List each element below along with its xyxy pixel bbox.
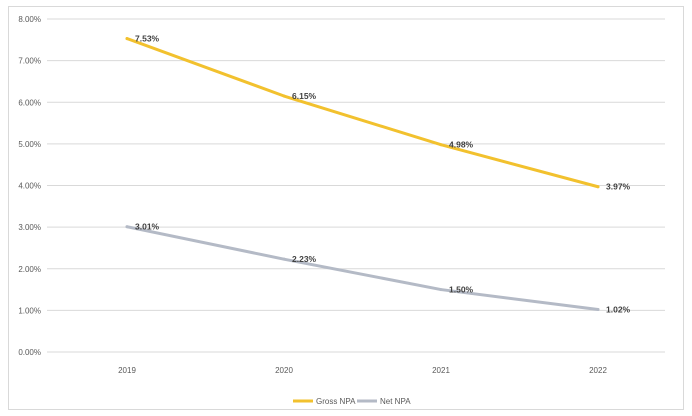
x-axis-ticks: 2019 2020 2021 2022 <box>118 366 607 375</box>
gross-npa-point <box>125 37 129 41</box>
chart-area <box>8 6 684 410</box>
net-npa-point <box>596 308 600 312</box>
gross-npa-line <box>125 37 600 189</box>
net-npa-line <box>125 225 600 312</box>
y-tick-label: 4.00% <box>18 182 41 191</box>
net-npa-data-label: 1.02% <box>606 305 631 315</box>
series-lines <box>125 37 600 312</box>
gross-npa-point <box>439 143 443 147</box>
net-npa-point <box>125 225 129 229</box>
y-axis-ticks: 0.00% 1.00% 2.00% 3.00% 4.00% 5.00% 6.00% 7.00%… <box>18 15 41 357</box>
y-tick-label: 7.00% <box>18 57 41 66</box>
gross-npa-data-label: 7.53% <box>135 34 160 44</box>
y-tick-label: 0.00% <box>18 348 41 357</box>
data-labels: 7.53% 6.15% 4.98% 3.97% 3.01% 2.23% 1.50% 1.02% <box>135 34 631 315</box>
gross-npa-point <box>596 185 600 189</box>
gross-npa-data-label: 4.98% <box>449 140 474 150</box>
y-tick-label: 2.00% <box>18 265 41 274</box>
gross-npa-point <box>282 94 286 98</box>
x-tick-label: 2022 <box>589 366 607 375</box>
y-tick-label: 6.00% <box>18 98 41 107</box>
y-tick-label: 8.00% <box>18 15 41 24</box>
x-tick-label: 2019 <box>118 366 136 375</box>
net-npa-point <box>439 288 443 292</box>
y-tick-label: 3.00% <box>18 223 41 232</box>
gross-npa-data-label: 3.97% <box>606 182 631 192</box>
net-npa-data-label: 2.23% <box>292 254 317 264</box>
net-npa-data-label: 1.50% <box>449 285 474 295</box>
x-tick-label: 2020 <box>275 366 293 375</box>
gross-npa-data-label: 6.15% <box>292 91 317 101</box>
net-npa-data-label: 3.01% <box>135 222 160 232</box>
net-npa-legend-label: Net NPA <box>380 397 411 406</box>
gridlines <box>47 18 665 353</box>
y-tick-label: 1.00% <box>18 306 41 315</box>
legend: Gross NPA Net NPA <box>293 397 411 406</box>
x-tick-label: 2021 <box>432 366 450 375</box>
y-tick-label: 5.00% <box>18 140 41 149</box>
net-npa-point <box>282 257 286 261</box>
gross-npa-legend-label: Gross NPA <box>316 397 356 406</box>
